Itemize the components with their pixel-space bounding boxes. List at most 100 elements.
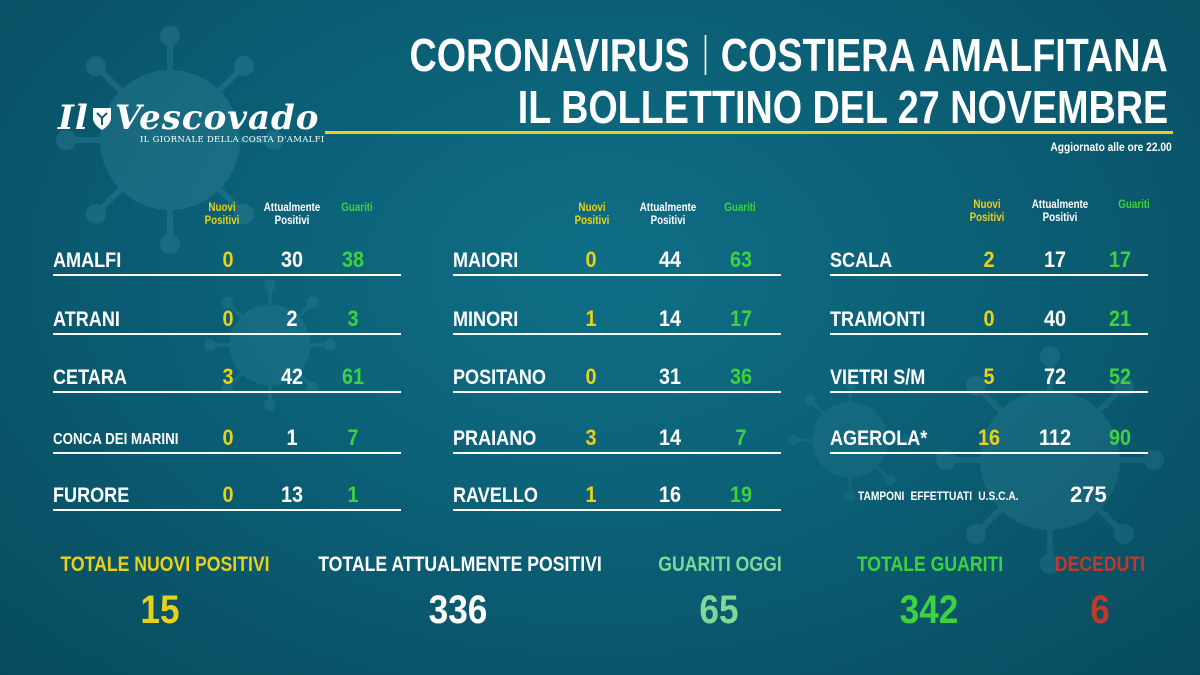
header-current-line1: Attualmente bbox=[263, 202, 321, 214]
new-positive-value: 0 bbox=[222, 482, 234, 507]
deaths-value: 6 bbox=[1090, 588, 1110, 632]
tamponi-value: 275 bbox=[1070, 482, 1107, 507]
new-positive-value: 0 bbox=[585, 247, 597, 272]
municipality-name: SCALA bbox=[830, 249, 893, 272]
municipality-name: FURORE bbox=[53, 484, 130, 507]
page-title: CORONAVIRUS COSTIERA AMALFITANA bbox=[410, 28, 1168, 82]
total-recovered-label: TOTALE GUARITI bbox=[856, 553, 1004, 576]
recovered-value: 21 bbox=[1108, 306, 1132, 331]
municipality-name: VIETRI S/M bbox=[830, 366, 926, 389]
row-underline bbox=[453, 274, 781, 276]
recovered-value: 1 bbox=[347, 482, 359, 507]
table-row: PRAIANO 3 14 7 bbox=[453, 421, 783, 454]
table-row: FURORE 0 13 1 bbox=[53, 478, 403, 511]
virus-decoration-icon bbox=[920, 330, 1180, 590]
row-underline bbox=[453, 333, 781, 335]
header-recovered-label: Guariti bbox=[1118, 199, 1150, 211]
current-positive-value: 14 bbox=[658, 306, 682, 331]
recovered-value: 36 bbox=[729, 364, 753, 389]
current-positive-value: 1 bbox=[286, 425, 298, 450]
header-new-positive: Nuovi Positivi bbox=[966, 199, 1009, 225]
total-current-positive-value: 336 bbox=[428, 588, 488, 632]
table-row: MAIORI 0 44 63 bbox=[453, 243, 783, 276]
recovered-value: 63 bbox=[729, 247, 753, 272]
logo: Il Vescovado IL GIORNALE DELLA COSTA D'AM… bbox=[58, 98, 324, 148]
row-underline bbox=[53, 333, 401, 335]
table-row: VIETRI S/M 5 72 52 bbox=[830, 360, 1150, 393]
table-row: SCALA 2 17 17 bbox=[830, 243, 1150, 276]
current-positive-value: 16 bbox=[658, 482, 682, 507]
recovered-value: 17 bbox=[1108, 247, 1132, 272]
recovered-value: 19 bbox=[729, 482, 753, 507]
shield-icon bbox=[91, 101, 113, 130]
header-current-positive: Attualmente Positivi bbox=[258, 202, 326, 228]
tamponi-label: TAMPONI EFFETTUATI U.S.C.A. bbox=[858, 489, 1019, 503]
table-row: CONCA DEI MARINI 0 1 7 bbox=[53, 421, 403, 454]
total-new-positive-value: 15 bbox=[140, 588, 180, 632]
row-underline bbox=[830, 274, 1148, 276]
new-positive-value: 0 bbox=[222, 425, 234, 450]
page-subtitle: IL BOLLETTINO DEL 27 NOVEMBRE bbox=[517, 81, 1168, 133]
header-current-line1: Attualmente bbox=[639, 202, 697, 214]
logo-tagline: IL GIORNALE DELLA COSTA D'AMALFI bbox=[140, 135, 325, 145]
new-positive-value: 3 bbox=[222, 364, 234, 389]
new-positive-value: 1 bbox=[585, 482, 597, 507]
header-recovered-label: Guariti bbox=[724, 202, 756, 214]
municipality-name: TRAMONTI bbox=[830, 308, 926, 331]
header-recovered: Guariti bbox=[1109, 199, 1160, 212]
recovered-value: 17 bbox=[729, 306, 753, 331]
header-new-positive: Nuovi Positivi bbox=[201, 202, 244, 228]
table-row: RAVELLO 1 16 19 bbox=[453, 478, 783, 511]
table-row: POSITANO 0 31 36 bbox=[453, 360, 783, 393]
updated-time: Aggiornato alle ore 22.00 bbox=[1050, 140, 1172, 154]
municipality-name: MINORI bbox=[453, 308, 519, 331]
recovered-value: 90 bbox=[1108, 425, 1132, 450]
recovered-value: 3 bbox=[347, 306, 359, 331]
header-recovered: Guariti bbox=[715, 202, 766, 215]
current-positive-value: 112 bbox=[1039, 425, 1071, 450]
header-new-positive: Nuovi Positivi bbox=[571, 202, 614, 228]
header-new-line1: Nuovi bbox=[578, 202, 606, 214]
header-current-positive: Attualmente Positivi bbox=[634, 202, 702, 228]
table-row: AGEROLA* 16 112 90 bbox=[830, 421, 1150, 454]
header-new-line1: Nuovi bbox=[973, 199, 1001, 211]
header-new-line2: Positivi bbox=[969, 212, 1005, 224]
header-current-line2: Positivi bbox=[274, 215, 310, 227]
recovered-value: 7 bbox=[347, 425, 359, 450]
virus-decoration-icon bbox=[780, 370, 920, 510]
current-positive-value: 2 bbox=[286, 306, 298, 331]
current-positive-value: 40 bbox=[1043, 306, 1067, 331]
title-separator bbox=[704, 35, 707, 75]
row-underline bbox=[453, 391, 781, 393]
new-positive-value: 16 bbox=[977, 425, 1001, 450]
current-positive-value: 72 bbox=[1043, 364, 1067, 389]
municipality-name: POSITANO bbox=[453, 366, 546, 389]
table-row: ATRANI 0 2 3 bbox=[53, 302, 403, 335]
table-row: MINORI 1 14 17 bbox=[453, 302, 783, 335]
total-current-positive-label: TOTALE ATTUALMENTE POSITIVI bbox=[318, 553, 602, 576]
header-recovered-label: Guariti bbox=[341, 202, 373, 214]
virus-decoration-icon bbox=[195, 270, 345, 420]
new-positive-value: 0 bbox=[585, 364, 597, 389]
recovered-value: 61 bbox=[341, 364, 365, 389]
table-row: AMALFI 0 30 38 bbox=[53, 243, 403, 276]
header-new-line2: Positivi bbox=[574, 215, 610, 227]
new-positive-value: 1 bbox=[585, 306, 597, 331]
header-current-line2: Positivi bbox=[1042, 212, 1078, 224]
header-new-line1: Nuovi bbox=[208, 202, 236, 214]
current-positive-value: 17 bbox=[1043, 247, 1067, 272]
row-underline bbox=[53, 391, 401, 393]
logo-wordmark: Il Vescovado bbox=[58, 98, 319, 138]
header-current-positive: Attualmente Positivi bbox=[1026, 199, 1094, 225]
recovered-today-value: 65 bbox=[699, 588, 739, 632]
row-underline bbox=[830, 333, 1148, 335]
new-positive-value: 3 bbox=[585, 425, 597, 450]
row-underline bbox=[453, 452, 781, 454]
header-recovered: Guariti bbox=[332, 202, 383, 215]
new-positive-value: 0 bbox=[222, 247, 234, 272]
row-underline bbox=[453, 509, 781, 511]
total-recovered-value: 342 bbox=[899, 588, 959, 632]
row-underline bbox=[830, 452, 1148, 454]
new-positive-value: 0 bbox=[983, 306, 995, 331]
municipality-name: ATRANI bbox=[53, 308, 120, 331]
